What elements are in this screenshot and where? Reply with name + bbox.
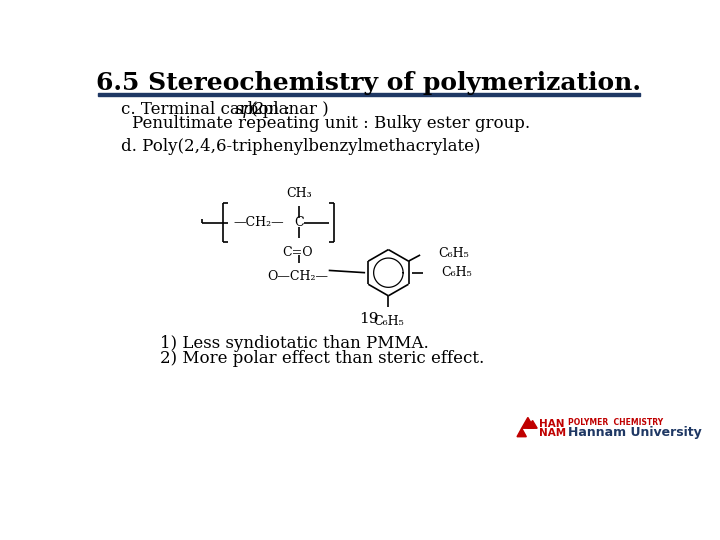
Text: c. Terminal carbon :: c. Terminal carbon :	[121, 101, 295, 118]
Text: d. Poly(2,4,6-triphenylbenzylmethacrylate): d. Poly(2,4,6-triphenylbenzylmethacrylat…	[121, 138, 480, 155]
Text: C₆H₅: C₆H₅	[373, 315, 404, 328]
Text: C: C	[294, 216, 304, 229]
Bar	[98, 93, 640, 96]
Text: C=O: C=O	[282, 246, 313, 259]
Text: 2) More polar effect than steric effect.: 2) More polar effect than steric effect.	[160, 350, 484, 367]
Text: Penultimate repeating unit : Bulky ester group.: Penultimate repeating unit : Bulky ester…	[132, 115, 530, 132]
Text: C₆H₅: C₆H₅	[441, 266, 472, 279]
Text: C₆H₅: C₆H₅	[438, 247, 469, 260]
Polygon shape	[517, 428, 526, 437]
Text: O—CH₂—: O—CH₂—	[267, 271, 328, 284]
Text: POLYMER  CHEMISTRY: POLYMER CHEMISTRY	[568, 417, 663, 427]
Text: CH₃: CH₃	[287, 186, 312, 200]
Text: ( planar ): ( planar )	[251, 101, 329, 118]
Text: 6.5 Stereochemistry of polymerization.: 6.5 Stereochemistry of polymerization.	[96, 71, 642, 95]
Text: sp2: sp2	[235, 101, 265, 118]
Polygon shape	[528, 421, 537, 428]
Text: NAM: NAM	[539, 428, 567, 438]
Text: 19: 19	[359, 312, 379, 326]
Text: Hannam University: Hannam University	[568, 427, 702, 440]
Text: HAN: HAN	[539, 418, 565, 429]
Text: —CH₂—: —CH₂—	[233, 216, 284, 229]
Text: 1) Less syndiotatic than PMMA.: 1) Less syndiotatic than PMMA.	[160, 335, 428, 352]
Polygon shape	[522, 417, 534, 428]
